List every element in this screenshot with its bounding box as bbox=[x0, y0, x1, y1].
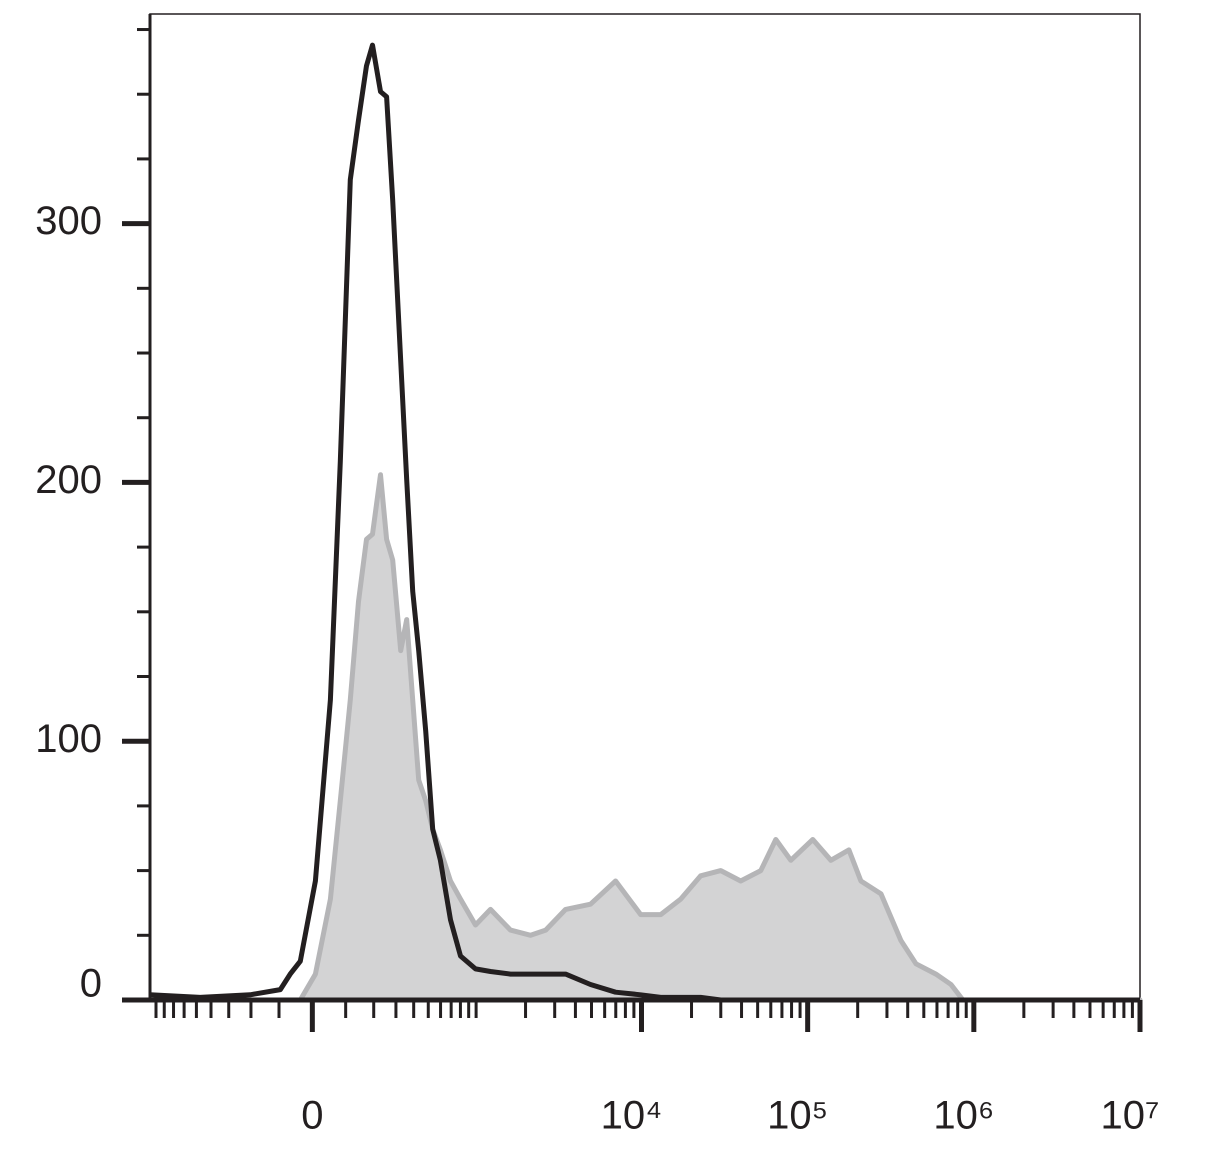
y-tick-label: 200 bbox=[35, 458, 102, 502]
x-tick-label: 10⁷ bbox=[1101, 1094, 1160, 1138]
x-tick-label: 10⁵ bbox=[767, 1094, 828, 1138]
y-tick-label: 0 bbox=[80, 962, 102, 1006]
x-tick-label: 10⁶ bbox=[933, 1094, 994, 1138]
line-histogram bbox=[149, 42, 1140, 1003]
x-tick-label: 0 bbox=[301, 1094, 323, 1138]
x-tick-label: 10⁴ bbox=[601, 1094, 663, 1138]
y-tick-label: 100 bbox=[35, 717, 102, 761]
plot-frame bbox=[149, 13, 1141, 1001]
y-tick-label: 300 bbox=[35, 199, 102, 243]
filled-histogram bbox=[147, 472, 1143, 1003]
